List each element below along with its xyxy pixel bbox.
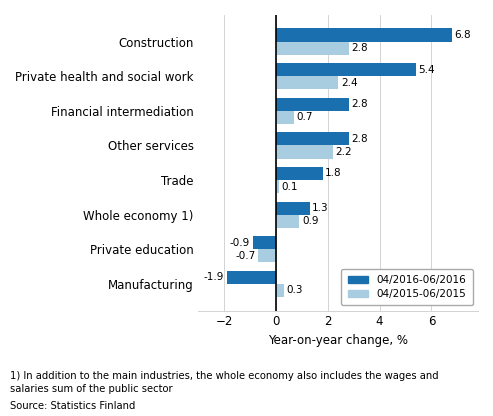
- Text: 0.9: 0.9: [302, 216, 318, 226]
- Text: 5.4: 5.4: [419, 64, 435, 74]
- Text: 2.8: 2.8: [351, 134, 368, 144]
- Text: 2.2: 2.2: [336, 147, 352, 157]
- Text: -0.7: -0.7: [235, 251, 255, 261]
- Text: salaries sum of the public sector: salaries sum of the public sector: [10, 384, 173, 394]
- Bar: [276, 111, 294, 124]
- Bar: [253, 236, 276, 249]
- Text: 0.7: 0.7: [297, 112, 313, 122]
- Bar: [276, 76, 338, 89]
- Bar: [276, 284, 284, 297]
- Bar: [276, 98, 349, 111]
- Text: -1.9: -1.9: [204, 272, 224, 282]
- Bar: [276, 167, 322, 180]
- Bar: [276, 63, 416, 76]
- Bar: [276, 132, 349, 146]
- Text: 2.8: 2.8: [351, 99, 368, 109]
- Bar: [276, 201, 310, 215]
- Bar: [276, 180, 279, 193]
- Text: 1.8: 1.8: [325, 168, 342, 178]
- Text: -0.9: -0.9: [230, 238, 250, 248]
- Legend: 04/2016-06/2016, 04/2015-06/2015: 04/2016-06/2016, 04/2015-06/2015: [341, 269, 473, 305]
- Text: 1) In addition to the main industries, the whole economy also includes the wages: 1) In addition to the main industries, t…: [10, 371, 438, 381]
- Text: 0.1: 0.1: [281, 182, 298, 192]
- Text: 2.4: 2.4: [341, 78, 357, 88]
- Bar: [227, 271, 276, 284]
- Text: 2.8: 2.8: [351, 43, 368, 53]
- Bar: [276, 28, 452, 42]
- Bar: [258, 249, 276, 262]
- Text: 1.3: 1.3: [312, 203, 329, 213]
- X-axis label: Year-on-year change, %: Year-on-year change, %: [268, 334, 408, 347]
- Text: Source: Statistics Finland: Source: Statistics Finland: [10, 401, 135, 411]
- Text: 6.8: 6.8: [455, 30, 471, 40]
- Bar: [276, 215, 299, 228]
- Text: 0.3: 0.3: [286, 285, 303, 295]
- Bar: [276, 42, 349, 55]
- Bar: [276, 146, 333, 158]
